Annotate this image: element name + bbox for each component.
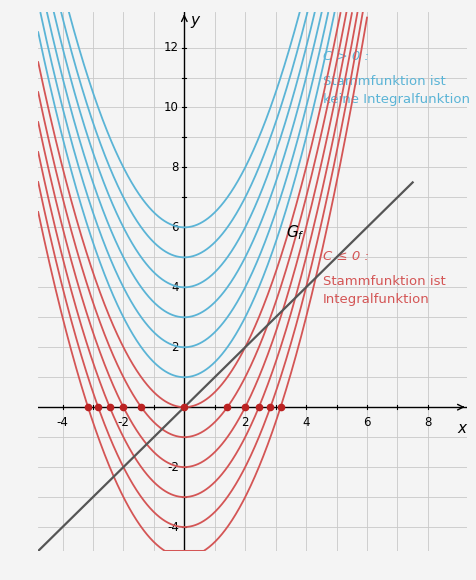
Text: -4: -4: [57, 415, 69, 429]
Text: $\mathit{G}_f$: $\mathit{G}_f$: [286, 224, 305, 242]
Text: y: y: [190, 13, 199, 28]
Text: 10: 10: [164, 101, 178, 114]
Text: C > 0 :: C > 0 :: [322, 49, 368, 63]
Text: 12: 12: [163, 41, 178, 54]
Text: Stammfunktion ist
keine Integralfunktion: Stammfunktion ist keine Integralfunktion: [322, 74, 469, 106]
Text: -4: -4: [167, 520, 178, 534]
Text: 2: 2: [241, 415, 248, 429]
Text: x: x: [456, 420, 465, 436]
Text: 6: 6: [363, 415, 370, 429]
Text: -2: -2: [117, 415, 129, 429]
Text: 8: 8: [171, 161, 178, 174]
Text: C ≤ 0 :: C ≤ 0 :: [322, 251, 368, 263]
Text: 2: 2: [171, 340, 178, 354]
Text: -2: -2: [167, 461, 178, 474]
Text: Stammfunktion ist
Integralfunktion: Stammfunktion ist Integralfunktion: [322, 276, 445, 306]
Text: 6: 6: [171, 221, 178, 234]
Text: 8: 8: [423, 415, 431, 429]
Text: 4: 4: [302, 415, 309, 429]
Text: 4: 4: [171, 281, 178, 294]
